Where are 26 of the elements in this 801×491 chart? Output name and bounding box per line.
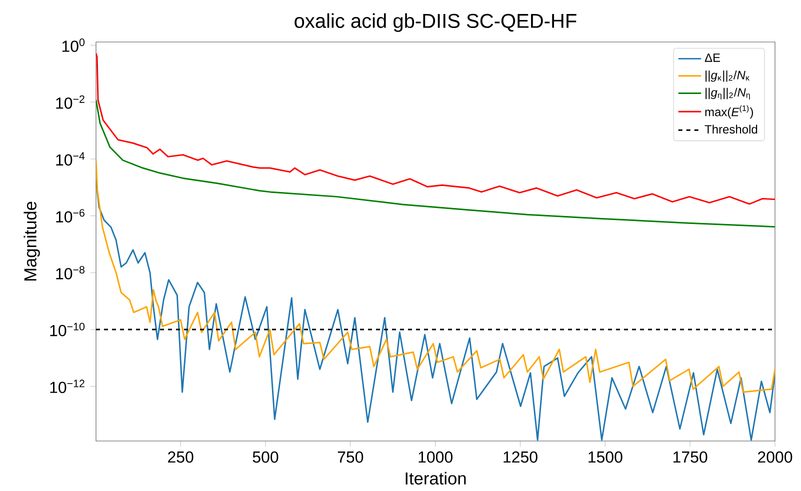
y-tick-label: 10$^{−12}$ <box>50 380 84 394</box>
x-axis-title: Iteration <box>406 472 466 485</box>
legend-label: ΔE <box>704 54 720 62</box>
y-tick-label: 10$^{−10}$ <box>50 322 85 336</box>
x-tick-label: 750 <box>338 451 364 463</box>
legend-label: max(E$^{(1)}$) <box>705 105 754 119</box>
line-series <box>96 99 775 228</box>
y-tick-label: 10$^{0}$ <box>62 38 85 52</box>
x-tick-label: 2000 <box>758 451 792 463</box>
y-tick-label: 10$^{−2}$ <box>56 95 84 109</box>
y-tick-label: 10$^{−4}$ <box>56 152 85 166</box>
x-tick-label: 1250 <box>504 451 538 463</box>
x-tick-label: 1000 <box>418 451 452 463</box>
line-series <box>96 160 775 393</box>
x-tick-label: 250 <box>168 451 194 463</box>
y-axis-title: Magnitude <box>24 202 40 281</box>
line-series <box>96 52 775 205</box>
chart-title: oxalic acid gb-DIIS SC-QED-HF <box>294 13 576 32</box>
y-tick-label: 10$^{−6}$ <box>56 209 84 222</box>
x-tick-label: 500 <box>252 451 278 463</box>
y-tick-label: 10$^{−8}$ <box>56 266 84 280</box>
legend-label: Threshold <box>704 124 758 134</box>
x-tick-label: 1750 <box>673 451 708 463</box>
x-tick-label: 1500 <box>588 451 622 463</box>
legend-label: ||g$_{κ}$||$_{2}$/N$_{κ}$ <box>706 70 750 82</box>
legend-label: ||g$_{η}$||$_{2}$/N$_{η}$ <box>706 88 750 100</box>
